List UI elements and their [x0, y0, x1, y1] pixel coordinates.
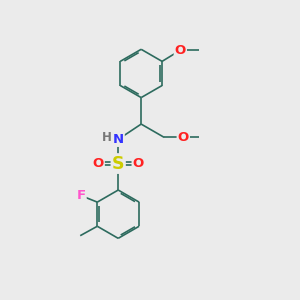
- Text: O: O: [133, 157, 144, 170]
- Text: O: O: [175, 44, 186, 57]
- Text: O: O: [93, 157, 104, 170]
- Text: S: S: [112, 154, 124, 172]
- Text: F: F: [76, 189, 86, 202]
- Text: H: H: [102, 130, 112, 143]
- Text: N: N: [112, 133, 124, 146]
- Text: O: O: [178, 131, 189, 144]
